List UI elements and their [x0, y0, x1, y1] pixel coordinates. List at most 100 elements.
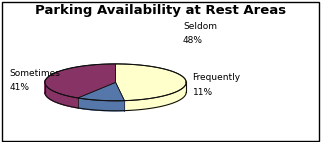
Polygon shape: [179, 90, 180, 100]
Polygon shape: [84, 99, 85, 109]
Polygon shape: [90, 100, 91, 109]
Polygon shape: [147, 99, 150, 109]
Polygon shape: [76, 98, 78, 108]
Text: Seldom: Seldom: [183, 22, 217, 31]
Polygon shape: [182, 88, 183, 98]
Polygon shape: [82, 99, 83, 109]
Polygon shape: [175, 92, 177, 102]
Polygon shape: [125, 101, 127, 111]
Polygon shape: [55, 92, 56, 102]
Polygon shape: [177, 91, 178, 102]
Polygon shape: [53, 91, 54, 101]
Polygon shape: [108, 101, 109, 111]
Polygon shape: [78, 82, 125, 101]
Polygon shape: [93, 100, 94, 110]
Polygon shape: [104, 101, 105, 110]
Polygon shape: [163, 96, 165, 106]
Polygon shape: [114, 101, 115, 111]
Polygon shape: [111, 101, 112, 111]
Polygon shape: [79, 98, 80, 108]
Polygon shape: [97, 100, 98, 110]
Polygon shape: [122, 101, 123, 111]
Text: 48%: 48%: [183, 36, 203, 45]
Polygon shape: [50, 89, 51, 100]
Polygon shape: [109, 101, 110, 111]
Polygon shape: [54, 91, 55, 102]
Polygon shape: [58, 93, 59, 103]
Polygon shape: [95, 100, 96, 110]
Polygon shape: [117, 101, 118, 111]
Polygon shape: [178, 90, 179, 101]
Polygon shape: [99, 100, 100, 110]
Polygon shape: [88, 99, 89, 109]
Polygon shape: [119, 101, 120, 111]
Polygon shape: [70, 97, 72, 107]
Polygon shape: [135, 100, 137, 110]
Polygon shape: [100, 100, 101, 110]
Polygon shape: [51, 90, 52, 100]
Polygon shape: [181, 88, 182, 99]
Polygon shape: [87, 99, 88, 109]
Polygon shape: [89, 100, 90, 109]
Text: Sometimes: Sometimes: [10, 69, 60, 78]
Polygon shape: [167, 95, 169, 105]
Polygon shape: [165, 95, 167, 106]
Polygon shape: [172, 93, 174, 103]
Polygon shape: [116, 64, 186, 101]
Polygon shape: [101, 100, 102, 110]
Polygon shape: [81, 98, 82, 108]
Polygon shape: [107, 101, 108, 111]
Polygon shape: [47, 87, 48, 98]
Polygon shape: [170, 93, 172, 104]
Polygon shape: [154, 97, 157, 108]
Text: 11%: 11%: [193, 88, 213, 97]
Polygon shape: [105, 101, 106, 111]
Polygon shape: [112, 101, 113, 111]
Polygon shape: [174, 92, 175, 103]
Polygon shape: [161, 96, 163, 106]
Polygon shape: [185, 85, 186, 96]
Polygon shape: [102, 101, 103, 110]
Polygon shape: [150, 98, 152, 108]
Polygon shape: [157, 97, 159, 107]
Polygon shape: [113, 101, 114, 111]
Text: Frequently: Frequently: [193, 73, 241, 82]
Polygon shape: [145, 99, 147, 109]
Polygon shape: [96, 100, 97, 110]
Polygon shape: [85, 99, 86, 109]
Polygon shape: [185, 80, 186, 90]
Polygon shape: [127, 100, 130, 110]
Polygon shape: [78, 98, 79, 108]
Polygon shape: [62, 94, 64, 105]
Polygon shape: [59, 93, 61, 104]
Polygon shape: [106, 101, 107, 111]
Polygon shape: [49, 89, 50, 99]
Polygon shape: [91, 100, 92, 110]
Polygon shape: [61, 94, 62, 104]
Polygon shape: [86, 99, 87, 109]
Polygon shape: [143, 99, 145, 109]
Polygon shape: [52, 90, 53, 101]
Text: 41%: 41%: [10, 83, 30, 92]
Polygon shape: [115, 101, 116, 111]
Polygon shape: [83, 99, 84, 109]
Polygon shape: [80, 98, 81, 108]
Polygon shape: [67, 96, 69, 106]
Polygon shape: [152, 98, 154, 108]
Polygon shape: [65, 95, 67, 106]
Polygon shape: [118, 101, 119, 111]
Polygon shape: [121, 101, 122, 111]
Polygon shape: [169, 94, 170, 105]
Polygon shape: [56, 92, 58, 103]
Polygon shape: [110, 101, 111, 111]
Polygon shape: [69, 96, 70, 106]
Polygon shape: [92, 100, 93, 110]
Polygon shape: [140, 99, 143, 110]
Polygon shape: [180, 89, 181, 100]
Polygon shape: [124, 101, 125, 111]
Polygon shape: [120, 101, 121, 111]
Polygon shape: [123, 101, 124, 111]
Polygon shape: [46, 86, 47, 96]
Polygon shape: [48, 88, 49, 99]
Polygon shape: [74, 97, 76, 107]
